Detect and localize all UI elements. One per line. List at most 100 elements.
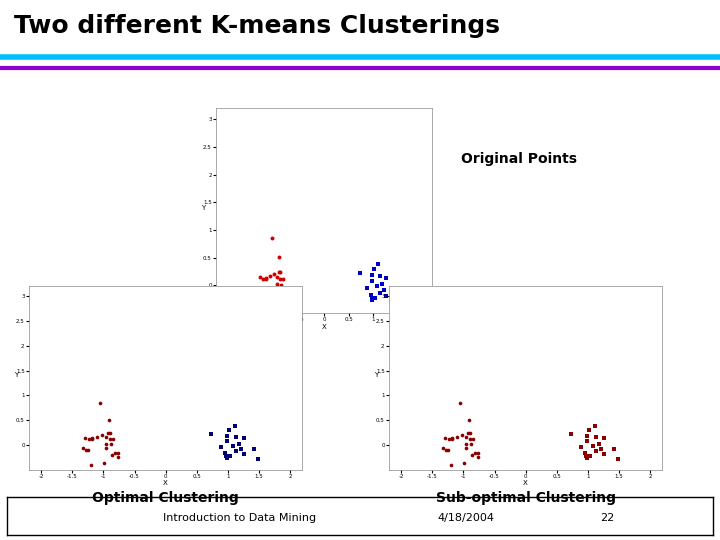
- Point: [559, 343, 570, 352]
- Point: [252, 454, 264, 463]
- Point: [168, 330, 180, 339]
- Point: [271, 284, 283, 293]
- Point: [332, 187, 343, 195]
- Point: [201, 359, 212, 367]
- Point: [460, 433, 472, 442]
- Point: [146, 347, 158, 355]
- Point: [501, 309, 513, 318]
- Point: [514, 349, 526, 358]
- Point: [312, 201, 323, 210]
- Point: [505, 346, 517, 354]
- Point: [533, 340, 544, 348]
- Point: [521, 340, 533, 349]
- Point: [181, 329, 193, 338]
- Point: [300, 164, 311, 173]
- Point: [275, 280, 287, 289]
- Point: [502, 375, 513, 383]
- Point: [220, 452, 232, 461]
- Point: [348, 215, 360, 224]
- Point: [107, 435, 119, 443]
- Point: [325, 166, 336, 175]
- Point: [215, 443, 226, 451]
- Point: [122, 290, 134, 299]
- Point: [561, 359, 572, 367]
- Point: [148, 341, 159, 350]
- Point: [566, 429, 577, 438]
- Point: [179, 374, 191, 382]
- Point: [351, 163, 362, 172]
- Point: [201, 335, 212, 344]
- Point: [130, 342, 141, 351]
- Point: [312, 153, 324, 161]
- Point: [544, 325, 556, 334]
- Point: [356, 191, 368, 200]
- Point: [514, 342, 526, 350]
- Point: [451, 433, 463, 441]
- Point: [581, 454, 593, 462]
- Point: [522, 347, 534, 355]
- Point: [112, 453, 124, 461]
- Point: [91, 433, 103, 441]
- Point: [504, 318, 516, 326]
- Point: [541, 335, 552, 344]
- Point: [350, 152, 361, 160]
- Point: [546, 332, 557, 340]
- Point: [283, 174, 294, 183]
- Point: [136, 336, 148, 345]
- Point: [221, 454, 233, 462]
- Point: [221, 437, 233, 445]
- Point: [575, 443, 586, 451]
- Point: [590, 447, 602, 456]
- Point: [336, 157, 347, 165]
- Point: [339, 159, 351, 168]
- Point: [581, 431, 593, 440]
- Point: [185, 335, 197, 344]
- Point: [318, 143, 329, 152]
- Point: [305, 208, 316, 217]
- Point: [441, 446, 452, 455]
- Point: [269, 269, 280, 278]
- Point: [598, 434, 609, 442]
- Point: [524, 340, 536, 349]
- Point: [108, 357, 120, 366]
- Point: [173, 340, 184, 348]
- Point: [317, 127, 328, 136]
- Point: [520, 312, 531, 321]
- Point: [472, 453, 484, 461]
- Point: [78, 433, 90, 442]
- Point: [529, 366, 541, 375]
- Point: [187, 348, 199, 357]
- Text: Introduction to Data Mining: Introduction to Data Mining: [163, 512, 317, 523]
- Point: [133, 302, 145, 310]
- Point: [325, 158, 336, 167]
- Y-axis label: Y: Y: [14, 372, 18, 378]
- Point: [154, 342, 166, 350]
- Point: [593, 440, 604, 448]
- Point: [103, 415, 114, 424]
- Point: [289, 113, 300, 122]
- Point: [180, 336, 192, 345]
- Point: [82, 446, 94, 455]
- Point: [335, 164, 346, 172]
- Point: [391, 296, 402, 305]
- Point: [534, 346, 546, 355]
- Point: [446, 434, 458, 442]
- Point: [277, 188, 289, 197]
- Point: [145, 346, 157, 354]
- Point: [256, 287, 267, 296]
- Point: [152, 332, 163, 340]
- Point: [320, 151, 331, 160]
- Point: [102, 429, 114, 437]
- Point: [186, 336, 198, 345]
- Point: [181, 335, 192, 344]
- Point: [104, 428, 116, 437]
- Point: [366, 276, 378, 285]
- Point: [301, 199, 312, 208]
- Point: [152, 369, 163, 377]
- Point: [325, 165, 336, 173]
- Point: [536, 356, 548, 364]
- Point: [498, 367, 510, 376]
- Point: [234, 470, 246, 478]
- Point: [157, 363, 168, 372]
- Point: [361, 284, 373, 292]
